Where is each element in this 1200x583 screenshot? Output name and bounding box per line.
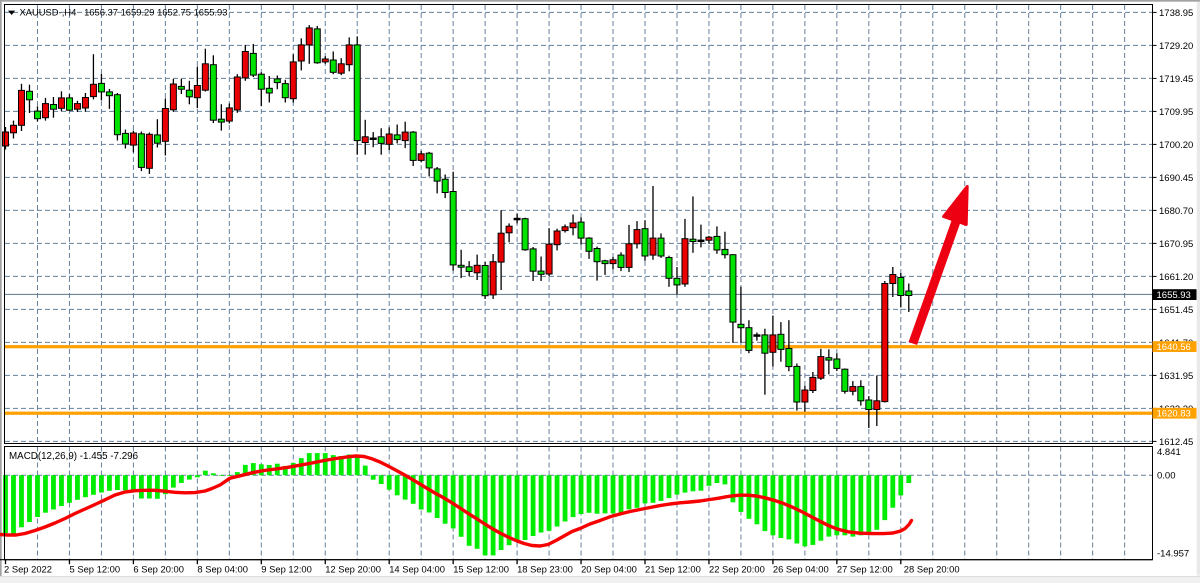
svg-text:MACD(12,26,9) -1.455 -7.296: MACD(12,26,9) -1.455 -7.296 [9,451,139,462]
svg-text:1612.45: 1612.45 [1159,437,1193,448]
svg-text:12 Sep 20:00: 12 Sep 20:00 [325,563,381,574]
svg-text:1680.70: 1680.70 [1159,206,1193,217]
svg-text:1700.20: 1700.20 [1159,140,1193,151]
svg-text:21 Sep 12:00: 21 Sep 12:00 [645,563,701,574]
svg-text:28 Sep 20:00: 28 Sep 20:00 [904,563,960,574]
svg-text:1719.45: 1719.45 [1159,74,1193,85]
svg-text:15 Sep 12:00: 15 Sep 12:00 [453,563,509,574]
svg-text:18 Sep 23:00: 18 Sep 23:00 [517,563,573,574]
svg-text:2 Sep 2022: 2 Sep 2022 [4,563,52,574]
svg-text:1670.95: 1670.95 [1159,239,1193,250]
svg-text:1620.83: 1620.83 [1157,409,1191,420]
svg-text:27 Sep 12:00: 27 Sep 12:00 [837,563,893,574]
svg-text:9 Sep 12:00: 9 Sep 12:00 [261,563,312,574]
svg-text:-14.957: -14.957 [1157,549,1189,560]
svg-text:1640.56: 1640.56 [1157,342,1191,353]
svg-text:0.00: 0.00 [1157,471,1176,482]
svg-text:6 Sep 20:00: 6 Sep 20:00 [133,563,184,574]
svg-text:8 Sep 04:00: 8 Sep 04:00 [197,563,248,574]
svg-text:1655.93: 1655.93 [1157,290,1191,301]
svg-text:1709.95: 1709.95 [1159,107,1193,118]
svg-text:26 Sep 04:00: 26 Sep 04:00 [773,563,829,574]
svg-text:1690.45: 1690.45 [1159,173,1193,184]
svg-text:1631.95: 1631.95 [1159,371,1193,382]
svg-text:1661.20: 1661.20 [1159,272,1193,283]
svg-text:XAUUSD-,H4 1656.37 1659.29 1: XAUUSD-,H4 1656.37 1659.29 1652.75 1655.… [20,7,228,18]
svg-text:1729.20: 1729.20 [1159,41,1193,52]
svg-text:5 Sep 12:00: 5 Sep 12:00 [70,563,121,574]
svg-text:1651.45: 1651.45 [1159,305,1193,316]
svg-text:4.841: 4.841 [1157,447,1181,458]
svg-text:14 Sep 04:00: 14 Sep 04:00 [389,563,445,574]
svg-text:1738.95: 1738.95 [1159,8,1193,19]
svg-text:22 Sep 20:00: 22 Sep 20:00 [709,563,765,574]
svg-text:20 Sep 04:00: 20 Sep 04:00 [581,563,637,574]
